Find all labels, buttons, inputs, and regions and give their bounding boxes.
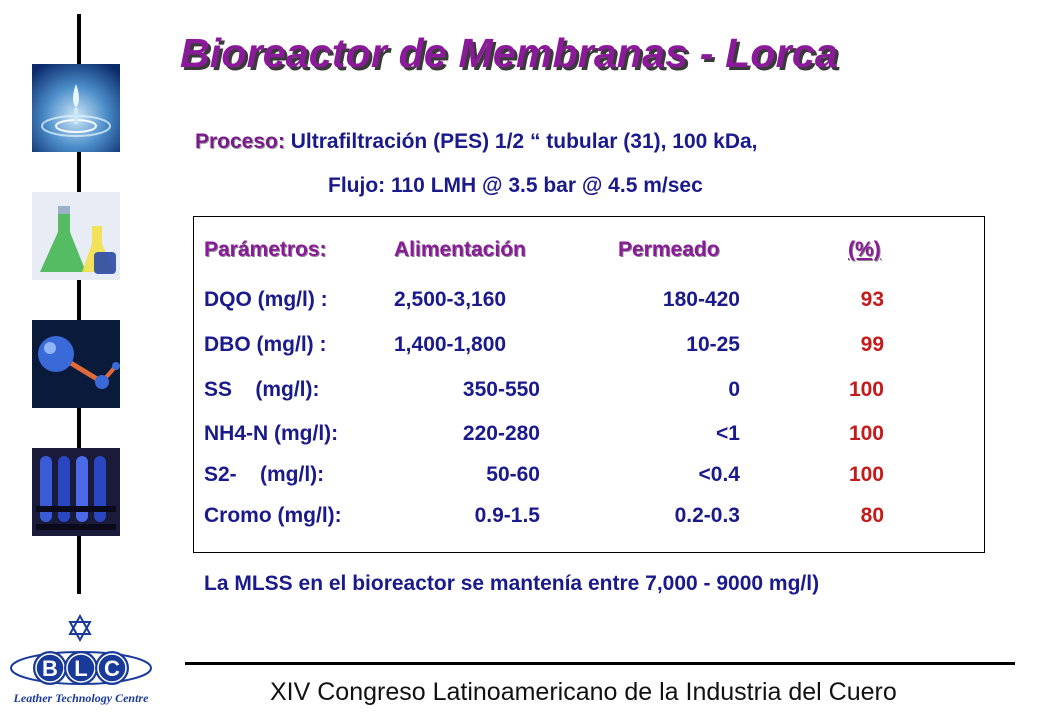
row-ss-permeado: 0 (728, 378, 740, 401)
row-ss-alimentacion: 350-550 (462, 378, 540, 401)
proceso-line-2: Flujo: 110 LMH @ 3.5 bar @ 4.5 m/sec (328, 174, 703, 197)
row-cromo-percent: 80 (860, 504, 884, 527)
row-dqo-alimentacion: 2,500-3,160 (394, 288, 507, 311)
header-percent: (%) (848, 238, 881, 261)
row-s2-param: S2- (mg/l): (204, 463, 325, 486)
row-dqo-permeado: 180-420 (662, 288, 740, 311)
row-cromo-param: Cromo (mg/l): (204, 504, 342, 527)
row-s2-alimentacion: 50-60 (486, 463, 540, 486)
parameters-table (193, 216, 985, 553)
lab-flasks-image (32, 192, 120, 280)
header-parametros: Parámetros: (204, 238, 327, 261)
proceso-line-1: Proceso: Ultrafiltración (PES) 1/2 “ tub… (195, 130, 758, 154)
row-dqo-percent: 93 (860, 288, 884, 311)
footer-divider (185, 662, 1015, 665)
header-permeado: Permeado (618, 238, 720, 261)
row-s2-percent: 100 (848, 463, 884, 486)
star-of-david-icon (68, 613, 92, 643)
row-ss-param: SS (mg/l): (204, 378, 320, 401)
svg-text:C: C (104, 656, 120, 681)
logo-tagline: Leather Technology Centre (13, 691, 150, 705)
footer-text: XIV Congreso Latinoamericano de la Indus… (270, 678, 897, 706)
row-nh4n-alimentacion: 220-280 (462, 422, 540, 445)
header-alimentacion: Alimentación (394, 238, 526, 261)
row-nh4n-permeado: <1 (716, 422, 740, 445)
row-ss-percent: 100 (848, 378, 884, 401)
row-dbo-percent: 99 (860, 333, 884, 356)
row-dbo-alimentacion: 1,400-1,800 (394, 333, 507, 356)
row-s2-permeado: <0.4 (698, 463, 740, 486)
left-vertical-rule (77, 14, 81, 594)
row-dbo-param: DBO (mg/l) : (204, 333, 327, 356)
row-nh4n-percent: 100 (848, 422, 884, 445)
proceso-description: Ultrafiltración (PES) 1/2 “ tubular (31)… (290, 130, 758, 153)
svg-text:B: B (42, 656, 58, 681)
blc-logo: B L C Leather Technology Centre (6, 612, 156, 712)
logo-letter-b: B (33, 651, 67, 685)
water-drop-image (32, 64, 120, 152)
test-tubes-image (32, 448, 120, 536)
row-dbo-permeado: 10-25 (686, 333, 740, 356)
svg-text:L: L (74, 656, 87, 681)
row-cromo-alimentacion: 0.9-1.5 (474, 504, 540, 527)
proceso-colon: : (277, 130, 285, 153)
logo-letter-c: C (95, 651, 129, 685)
row-cromo-permeado: 0.2-0.3 (674, 504, 740, 527)
molecule-image (32, 320, 120, 408)
mlss-note: La MLSS en el bioreactor se mantenía ent… (204, 572, 820, 595)
row-dqo-param: DQO (mg/l) : (204, 288, 328, 311)
row-nh4n-param: NH4-N (mg/l): (204, 422, 339, 445)
page-title: Bioreactor de Membranas - Lorca (180, 30, 838, 76)
proceso-label: Proceso (195, 130, 278, 153)
logo-letter-l: L (64, 651, 98, 685)
